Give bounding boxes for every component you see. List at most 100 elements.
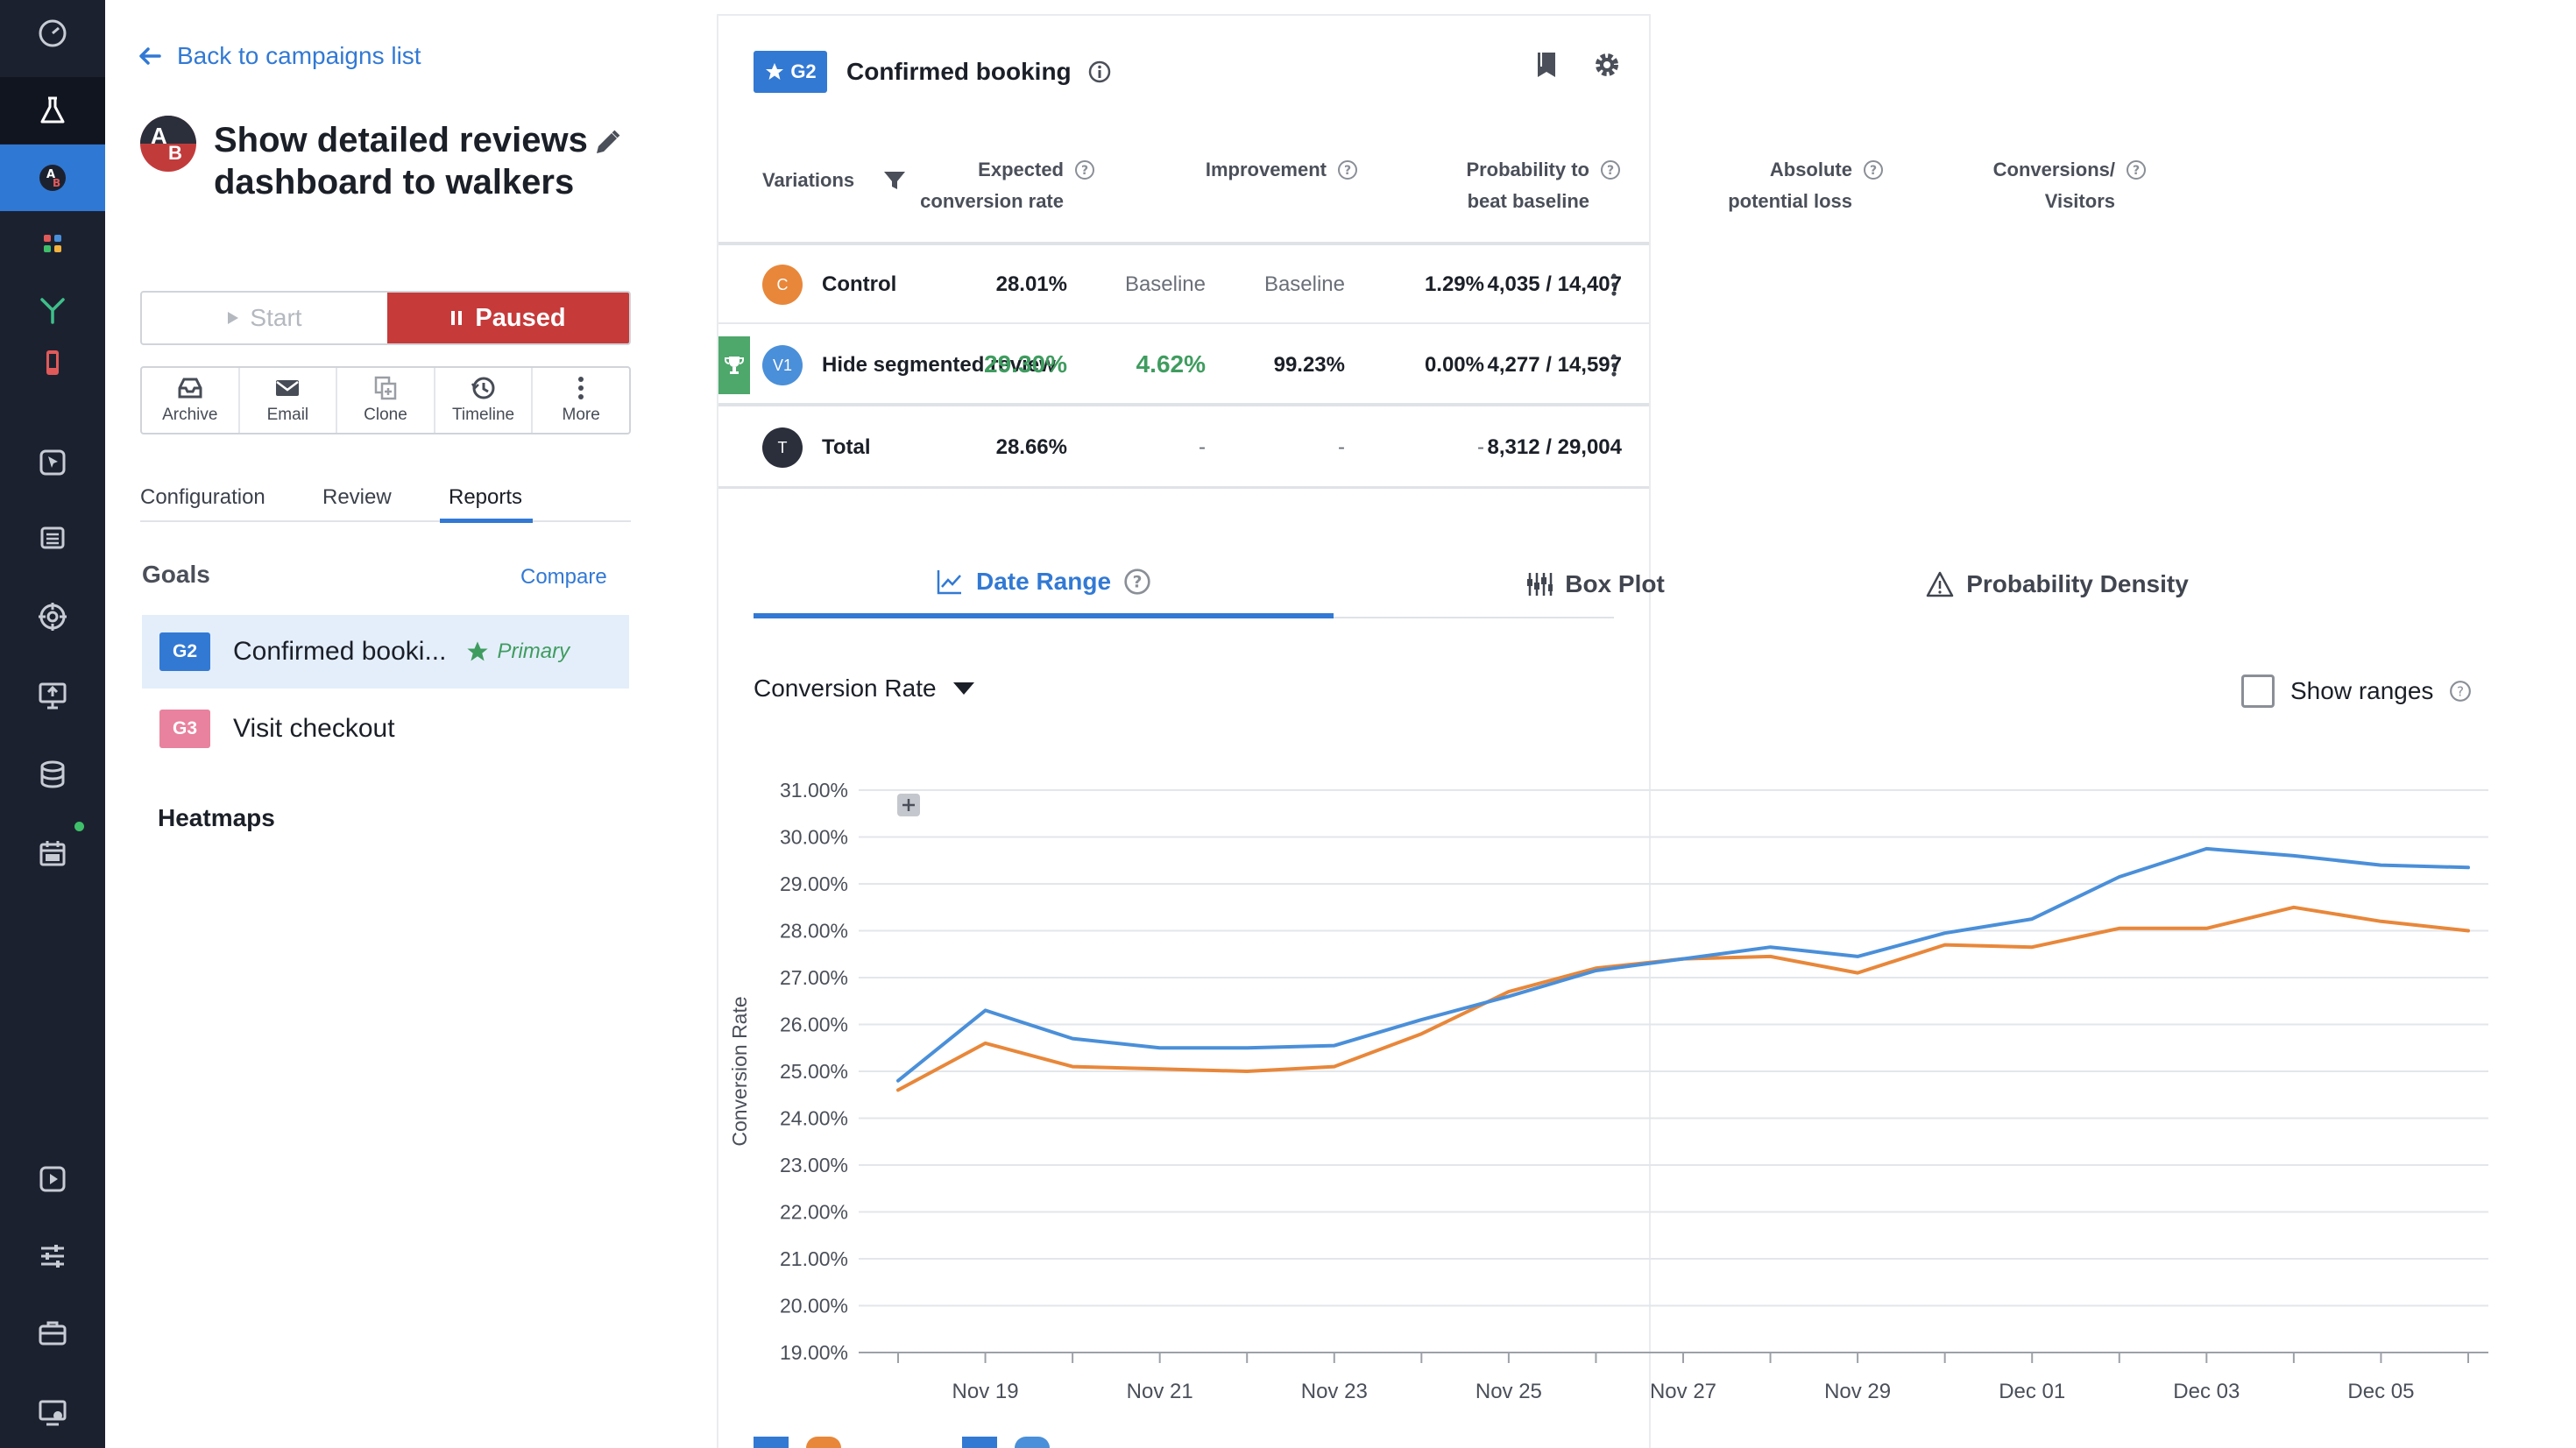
- tab-reports[interactable]: Reports: [440, 485, 534, 523]
- variations-header: Variations: [762, 165, 907, 196]
- results-table-header: Variations Expected? conversion rate Imp…: [718, 138, 2146, 245]
- probability-cell: Baseline: [1263, 272, 1345, 296]
- help-icon[interactable]: ?: [2126, 159, 2147, 180]
- variation-badge: V1: [762, 345, 803, 385]
- row-menu-button[interactable]: [1605, 350, 1623, 381]
- tab-review[interactable]: Review: [322, 485, 392, 509]
- rail-item-calendar[interactable]: [0, 820, 105, 886]
- rail-item-cursor[interactable]: [0, 429, 105, 496]
- rail-item-apps-grid[interactable]: [0, 210, 105, 277]
- pause-icon: [451, 311, 463, 325]
- more-vertical-icon: [578, 377, 584, 399]
- y-tick-label: 29.00%: [780, 872, 848, 895]
- svg-text:A: A: [46, 168, 55, 181]
- row-menu-button[interactable]: [1605, 269, 1623, 300]
- tab-probability-density[interactable]: Probability Density: [1882, 550, 2233, 618]
- flask-icon: [40, 96, 65, 124]
- archive-button[interactable]: Archive: [142, 368, 240, 433]
- campaign-tabs: Configuration Review Reports: [140, 480, 631, 523]
- probability-header: Probability to? beat baseline: [1466, 154, 1621, 217]
- clone-button[interactable]: Clone: [337, 368, 435, 433]
- loss-cell: 1.29%: [1424, 272, 1484, 296]
- briefcase-icon: [39, 1321, 67, 1346]
- legend-checkbox-v1[interactable]: [962, 1437, 997, 1448]
- tab-box-plot[interactable]: Box Plot: [1446, 550, 1744, 618]
- variation-row-v1[interactable]: V1 Hide segmented review 29.30% 4.62% 99.23%…: [718, 324, 1649, 406]
- rail-item-list[interactable]: [0, 505, 105, 571]
- more-vertical-icon: [1611, 354, 1617, 377]
- pencil-icon[interactable]: [592, 128, 622, 158]
- probability-header-line2: beat baseline: [1467, 190, 1589, 212]
- goal-item-g3[interactable]: G3 Visit checkout: [142, 692, 629, 766]
- box-plot-icon: [1527, 573, 1553, 596]
- clone-label: Clone: [364, 406, 407, 424]
- archive-label: Archive: [162, 406, 218, 424]
- tab-date-range[interactable]: Date Range ?: [754, 550, 1334, 618]
- campaign-panel: Back to campaigns list A B Show detailed…: [105, 0, 718, 1448]
- rail-item-monitor[interactable]: [0, 662, 105, 729]
- caret-down-icon: [952, 682, 974, 695]
- ab-avatar: A B: [140, 116, 196, 172]
- probability-cell: 99.23%: [1273, 353, 1345, 377]
- gear-icon[interactable]: [1591, 49, 1623, 81]
- expected-cell: 29.30%: [984, 350, 1067, 378]
- x-tick-label: Dec 03: [2173, 1380, 2240, 1403]
- probability-header-line1: Probability to: [1466, 159, 1589, 180]
- y-tick-label: 26.00%: [780, 1014, 848, 1036]
- notification-dot: [74, 822, 84, 831]
- rail-item-target[interactable]: [0, 583, 105, 650]
- back-to-campaigns-link[interactable]: Back to campaigns list: [138, 42, 421, 70]
- legend-checkbox-control[interactable]: [754, 1437, 789, 1448]
- paused-button[interactable]: Paused: [387, 293, 629, 343]
- rail-item-briefcase[interactable]: [0, 1300, 105, 1367]
- rail-item-sliders[interactable]: [0, 1223, 105, 1289]
- show-ranges-checkbox[interactable]: [2241, 675, 2275, 708]
- tab-configuration[interactable]: Configuration: [140, 485, 265, 509]
- goal-name: Confirmed booki...: [233, 637, 447, 666]
- bookmark-icon[interactable]: [1532, 49, 1563, 81]
- metric-select[interactable]: Conversion Rate: [754, 675, 975, 703]
- probability-cell: -: [1338, 435, 1345, 459]
- conversions-cell: 4,035 / 14,407: [1487, 272, 1622, 296]
- help-icon[interactable]: ?: [2449, 680, 2472, 703]
- conversions-cell: 4,277 / 14,597: [1487, 353, 1622, 377]
- avatar-letter-a: A: [151, 123, 167, 149]
- timeline-label: Timeline: [452, 406, 515, 424]
- svg-text:?: ?: [1081, 164, 1088, 178]
- start-button[interactable]: Start: [142, 293, 387, 343]
- help-icon[interactable]: ?: [1074, 159, 1095, 180]
- more-button[interactable]: More: [533, 368, 629, 433]
- variation-name: Hide segmented review: [822, 353, 1056, 377]
- rail-item-screen-settings[interactable]: [0, 1379, 105, 1445]
- rail-item-play-screen[interactable]: [0, 1146, 105, 1212]
- rail-item-mobile[interactable]: [0, 329, 105, 396]
- email-icon: [276, 380, 300, 396]
- goals-heading: Goals: [142, 561, 210, 588]
- filter-icon[interactable]: [882, 169, 907, 192]
- variation-row-control[interactable]: C Control 28.01% Baseline Baseline 1.29% 4,035…: [718, 245, 1649, 324]
- loss-header-line2: potential loss: [1728, 190, 1852, 212]
- rail-item-database[interactable]: [0, 741, 105, 808]
- timeline-button[interactable]: Timeline: [435, 368, 534, 433]
- improvement-cell: 4.62%: [1136, 350, 1206, 378]
- x-tick-label: Dec 01: [1999, 1380, 2065, 1403]
- rail-item-dashboard[interactable]: [0, 0, 105, 67]
- compare-link[interactable]: Compare: [520, 565, 607, 589]
- rail-item-flask[interactable]: [0, 77, 105, 144]
- arrow-left-icon: [139, 47, 161, 65]
- series-line-hide-segmented-review: [896, 846, 2470, 1083]
- help-icon[interactable]: ?: [1863, 159, 1884, 180]
- rail-item-funnel-split[interactable]: [0, 277, 105, 343]
- help-icon[interactable]: ?: [1600, 159, 1621, 180]
- info-icon[interactable]: [1087, 60, 1112, 84]
- help-icon[interactable]: ?: [1123, 568, 1151, 596]
- tab-box-plot-label: Box Plot: [1565, 570, 1665, 597]
- email-button[interactable]: Email: [240, 368, 338, 433]
- chart-tabs: Date Range ? Box Plot Probability Densit…: [754, 550, 2189, 618]
- goal-item-g2[interactable]: G2 Confirmed booki... Primary: [142, 615, 629, 689]
- back-link-label: Back to campaigns list: [177, 42, 421, 69]
- heatmaps-link[interactable]: Heatmaps: [158, 804, 275, 831]
- help-icon[interactable]: ?: [1337, 159, 1358, 180]
